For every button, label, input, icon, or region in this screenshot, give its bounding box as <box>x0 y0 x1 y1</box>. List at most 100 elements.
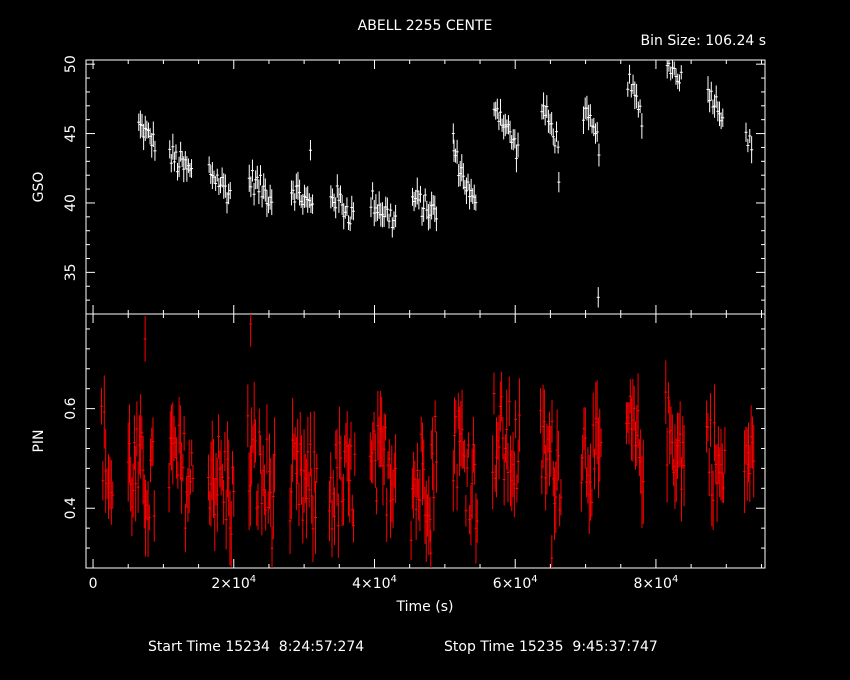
pin-data-point <box>455 463 459 511</box>
gso-data-point <box>420 206 424 226</box>
gso-data-point <box>542 92 546 120</box>
gso-data-point <box>350 195 354 220</box>
gso-data-point <box>635 83 639 109</box>
gso-data-point <box>172 152 176 172</box>
pin-data-point <box>229 501 233 568</box>
gso-data-point <box>545 95 549 119</box>
pin-data-point <box>492 372 496 415</box>
gso-outlier-point <box>308 140 312 161</box>
pin-outlier-point <box>143 316 147 362</box>
pin-data-point <box>383 414 387 441</box>
pin-data-point <box>434 431 438 493</box>
gso-data-point <box>347 215 351 231</box>
pin-data-point <box>127 404 131 483</box>
pin-data-point <box>175 437 179 479</box>
gso-data-point <box>672 61 676 76</box>
pin-data-point <box>394 434 398 504</box>
pin-data-point <box>273 417 277 493</box>
gso-data-point <box>389 203 393 217</box>
gso-data-point <box>299 194 303 208</box>
gso-data-point <box>335 174 339 198</box>
gso-data-point <box>540 103 544 120</box>
gso-data-point <box>474 194 478 211</box>
pin-data-point <box>706 412 710 442</box>
gso-data-point <box>590 118 594 134</box>
pin-data-point <box>581 434 585 481</box>
pin-data-point <box>111 481 115 509</box>
gso-data-point <box>148 128 152 145</box>
pin-data-point <box>224 489 228 550</box>
gso-y-tick-label: 50 <box>63 55 79 73</box>
x-axis-label: Time (s) <box>396 599 454 615</box>
pin-data-point <box>387 439 391 479</box>
gso-data-point <box>332 193 336 212</box>
pin-data-point <box>257 408 261 456</box>
pin-data-point <box>260 471 264 536</box>
x-tick-label: 6×104 <box>493 574 538 592</box>
pin-data-point <box>451 450 455 512</box>
gso-data-point <box>225 192 229 214</box>
gso-data-point <box>219 177 223 194</box>
gso-data-point <box>138 110 142 139</box>
gso-data-point <box>228 181 232 200</box>
gso-data-point <box>307 193 311 208</box>
gso-data-point <box>340 194 344 215</box>
pin-data-point <box>497 414 501 480</box>
gso-data-point <box>265 190 269 218</box>
gso-data-point <box>750 136 754 164</box>
pin-data-point <box>305 458 309 539</box>
gso-data-point <box>721 108 725 128</box>
pin-data-point <box>134 445 138 522</box>
gso-data-point <box>556 140 560 154</box>
gso-data-point <box>713 94 717 118</box>
gso-data-point <box>185 156 189 182</box>
pin-data-point <box>418 469 422 532</box>
pin-data-point <box>502 453 506 506</box>
gso-data-point <box>455 139 459 164</box>
gso-data-point <box>508 120 512 143</box>
pin-data-point <box>512 451 516 518</box>
gso-outlier-point <box>596 287 600 308</box>
gso-data-point <box>291 180 295 200</box>
pin-data-point <box>264 489 268 531</box>
gso-data-point <box>472 184 476 210</box>
gso-data-point <box>709 81 713 101</box>
gso-data-point <box>309 197 313 214</box>
gso-data-point <box>587 104 591 131</box>
pin-data-point <box>463 439 467 473</box>
pin-data-point <box>183 503 187 553</box>
gso-data-point <box>182 156 186 183</box>
gso-data-point <box>387 213 391 229</box>
gso-data-point <box>380 202 384 228</box>
pin-data-point <box>190 439 194 467</box>
pin-data-point <box>147 504 151 531</box>
pin-data-point <box>101 461 105 501</box>
pin-data-point <box>222 480 226 525</box>
pin-data-point <box>315 453 319 484</box>
pin-data-point <box>227 439 231 517</box>
pin-data-point <box>102 375 106 449</box>
gso-data-point <box>494 101 498 120</box>
gso-data-point <box>392 211 396 230</box>
pin-data-point <box>256 483 260 531</box>
gso-data-points <box>137 60 754 308</box>
gso-data-point <box>311 194 315 214</box>
gso-data-point <box>412 191 416 212</box>
gso-data-point <box>414 189 418 208</box>
pin-data-point <box>664 360 668 424</box>
gso-data-point <box>345 197 349 217</box>
pin-data-point <box>579 453 583 512</box>
pin-data-point <box>297 482 301 526</box>
pin-data-point <box>141 435 145 505</box>
gso-data-point <box>423 188 427 202</box>
gso-data-point <box>452 139 456 162</box>
pin-data-point <box>722 472 726 504</box>
pin-data-point <box>373 433 377 488</box>
pin-data-point <box>501 417 505 460</box>
gso-data-point <box>372 199 376 227</box>
gso-data-point <box>550 111 554 136</box>
gso-data-point <box>460 154 464 182</box>
gso-data-point <box>471 188 475 204</box>
gso-y-tick-label: 45 <box>63 125 79 143</box>
